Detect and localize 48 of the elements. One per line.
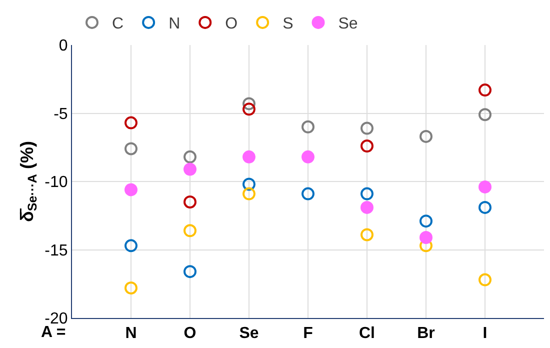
point <box>420 230 432 244</box>
legend-label: O <box>225 16 238 33</box>
point <box>184 162 196 176</box>
point <box>302 187 314 200</box>
legend-label: Se <box>338 16 358 33</box>
point <box>242 102 256 116</box>
x-axis-title: A = <box>41 324 66 341</box>
point <box>360 140 374 153</box>
point <box>184 224 196 238</box>
point <box>184 265 196 278</box>
point <box>360 200 374 214</box>
point <box>242 150 256 164</box>
x-tick-label: Cl <box>359 325 375 342</box>
point <box>124 281 138 294</box>
x-tick-label: I <box>482 325 488 342</box>
point <box>242 97 256 110</box>
point <box>478 180 492 194</box>
point <box>478 84 492 97</box>
point <box>420 130 432 143</box>
x-tick-label: Br <box>417 325 435 342</box>
point <box>360 228 374 242</box>
y-tick-label: -5 <box>54 106 68 123</box>
point <box>478 108 492 122</box>
point <box>184 195 196 208</box>
point <box>302 120 314 134</box>
y-tick-label: -10 <box>44 174 68 192</box>
point <box>124 142 138 156</box>
legend-label: N <box>168 16 180 33</box>
point <box>360 187 374 200</box>
legend-label: C <box>112 16 124 33</box>
point <box>478 200 492 214</box>
point <box>242 178 256 191</box>
point <box>124 183 138 196</box>
legend-label: S <box>282 16 294 33</box>
point <box>124 239 138 252</box>
point <box>360 122 374 135</box>
point <box>242 187 256 200</box>
point <box>124 116 138 130</box>
x-tick-label: Se <box>239 325 259 342</box>
y-tick-label: 0 <box>58 38 68 55</box>
point <box>184 150 196 164</box>
y-tick-label: -15 <box>44 242 68 260</box>
point <box>302 150 314 164</box>
x-tick-label: F <box>303 325 314 342</box>
x-tick-label: N <box>125 325 137 342</box>
point <box>478 273 492 286</box>
point <box>420 214 432 228</box>
x-tick-label: O <box>184 325 196 342</box>
